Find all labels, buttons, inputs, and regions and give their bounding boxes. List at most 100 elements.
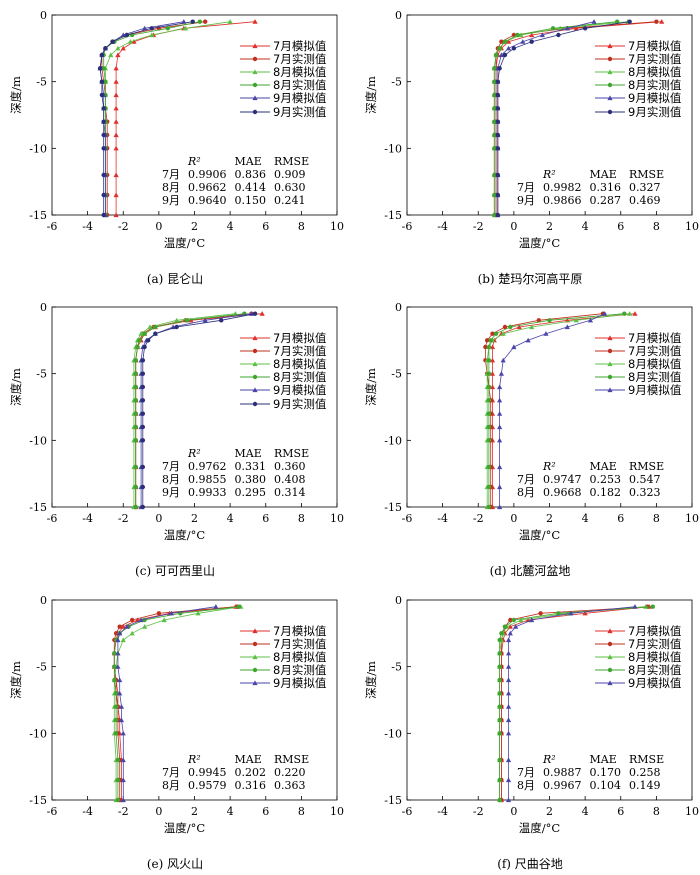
series-line — [99, 21, 193, 215]
data-point — [497, 651, 502, 656]
legend-label: 9月实测值 — [273, 104, 327, 119]
data-point — [495, 212, 501, 218]
data-point — [99, 79, 105, 84]
legend-item: 8月模拟值 — [595, 65, 681, 79]
x-tick-label: -4 — [82, 805, 93, 818]
legend-label: 8月实测值 — [273, 370, 327, 385]
data-point — [536, 318, 542, 323]
stats-header-r2: R² — [543, 753, 556, 766]
data-point — [133, 504, 138, 510]
x-tick-label: 6 — [262, 512, 269, 525]
legend-item: 7月实测值 — [595, 344, 681, 358]
data-point — [508, 617, 513, 623]
legend-item: 9月模拟值 — [240, 383, 327, 398]
x-tick-label: -2 — [473, 512, 484, 525]
data-point — [497, 437, 503, 443]
stats-month: 9月 — [517, 194, 535, 207]
x-tick-label: 8 — [298, 805, 305, 818]
legend-label: 9月模拟值 — [628, 91, 682, 106]
stats-row: 7月 0.9762 0.331 0.360 — [162, 460, 309, 473]
legend-label: 8月实测值 — [628, 78, 682, 93]
data-point — [140, 424, 146, 430]
legend-swatch — [595, 95, 625, 101]
data-point — [505, 797, 512, 803]
y-tick-label: -10 — [29, 142, 47, 155]
stats-table: R² MAE RMSE 7月 0.9747 0.253 0.547 8月 0.9668 0.182… — [517, 460, 664, 499]
legend-marker — [607, 334, 613, 340]
data-point — [259, 311, 265, 316]
data-point — [568, 610, 574, 616]
stats-header-mae: MAE — [589, 753, 617, 766]
data-point — [101, 106, 106, 111]
y-tick-label: -10 — [29, 727, 47, 740]
series-line — [142, 313, 256, 507]
legend-item: 7月模拟值 — [240, 624, 326, 638]
legend: 7月模拟值 7月实测值 8月模拟值 8月实测值 9月模拟值 9月实测值 — [595, 38, 682, 119]
stats-row: 8月 0.9579 0.316 0.363 — [162, 779, 309, 792]
x-tick-label: 4 — [582, 805, 589, 818]
stats-header-r2: R² — [188, 155, 201, 168]
stats-header-rmse: RMSE — [274, 155, 310, 168]
data-point — [486, 371, 492, 376]
data-point — [513, 624, 519, 629]
series-9月实测值 — [97, 19, 195, 218]
data-point — [614, 19, 620, 24]
series-line — [500, 606, 648, 800]
stats-value: 0.258 — [629, 766, 661, 779]
data-point — [113, 691, 119, 696]
data-point — [505, 664, 512, 669]
series-8月实测值 — [497, 604, 656, 803]
legend-label: 9月模拟值 — [273, 383, 327, 398]
y-tick-label: -5 — [391, 661, 402, 674]
legend-marker — [252, 387, 258, 393]
stats-value: 0.363 — [274, 779, 306, 792]
y-tick-label: -15 — [29, 209, 47, 222]
y-tick-label: -15 — [29, 794, 47, 807]
data-point — [498, 52, 505, 58]
data-point — [492, 106, 497, 111]
legend-swatch — [240, 387, 270, 393]
data-point — [525, 337, 531, 343]
data-point — [135, 344, 140, 350]
stats-value: 0.253 — [589, 473, 622, 486]
legend-item: 7月实测值 — [595, 637, 681, 651]
x-tick-label: 4 — [582, 512, 589, 525]
x-axis-label: 温度/°C — [519, 236, 561, 250]
x-tick-label: 2 — [191, 220, 198, 233]
legend-swatch — [595, 109, 625, 114]
x-tick-label: -2 — [118, 512, 129, 525]
data-point — [110, 39, 115, 44]
legend-swatch — [595, 654, 625, 660]
legend-swatch — [595, 387, 625, 393]
stats-value: 0.9866 — [543, 194, 582, 207]
data-point — [113, 212, 119, 218]
data-point — [99, 52, 105, 58]
stats-month: 7月 — [517, 181, 535, 194]
data-point — [495, 92, 501, 98]
y-tick-label: -10 — [384, 142, 402, 155]
series-line — [115, 21, 256, 215]
legend-label: 7月模拟值 — [628, 38, 682, 53]
data-point — [127, 39, 133, 44]
data-point — [518, 617, 524, 623]
series-9月模拟值 — [497, 311, 608, 510]
data-point — [120, 45, 126, 51]
y-axis-label: 深度/m — [364, 368, 378, 406]
data-point — [627, 311, 633, 316]
legend-marker — [252, 334, 258, 340]
data-point — [108, 52, 114, 58]
legend-label: 8月实测值 — [273, 78, 327, 93]
y-tick-label: 0 — [395, 9, 402, 22]
stats-month: 8月 — [162, 473, 180, 486]
data-point — [492, 132, 497, 138]
data-point — [497, 777, 502, 783]
legend-swatch — [240, 69, 270, 75]
stats-value: 0.9747 — [543, 473, 582, 486]
stats-value: 0.360 — [274, 460, 306, 473]
data-point — [493, 52, 499, 58]
data-point — [133, 371, 138, 376]
series-9月实测值 — [495, 19, 632, 218]
data-point — [103, 79, 108, 84]
x-tick-label: -2 — [118, 805, 129, 818]
data-point — [149, 26, 154, 31]
